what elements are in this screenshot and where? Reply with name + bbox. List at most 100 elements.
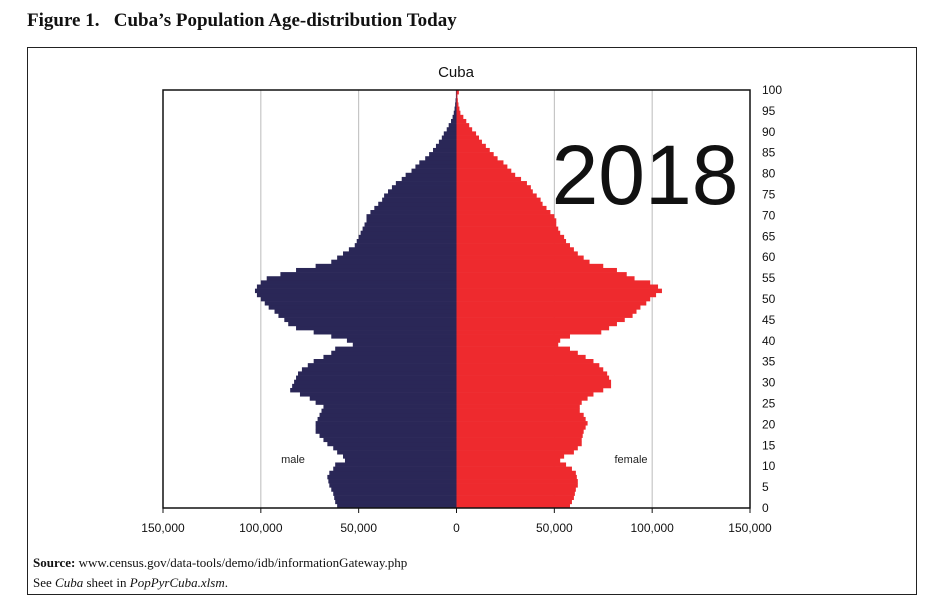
y-tick-label: 10 xyxy=(762,459,776,473)
male-bar-age-24 xyxy=(323,404,457,409)
male-bar-age-36 xyxy=(323,354,457,360)
female-bar-age-33 xyxy=(456,367,604,372)
female-bar-age-35 xyxy=(456,359,594,364)
male-bar-age-39 xyxy=(352,342,457,347)
male-bar-age-33 xyxy=(301,367,457,372)
male-bar-age-11 xyxy=(344,458,457,463)
male-bar-age-19 xyxy=(315,425,457,430)
female-bar-age-93 xyxy=(456,118,467,124)
male-bar-age-84 xyxy=(425,156,457,161)
male-bar-age-34 xyxy=(307,363,457,368)
note-text: See xyxy=(33,575,56,590)
male-bar-age-2 xyxy=(334,495,457,501)
female-bar-age-9 xyxy=(456,466,572,472)
male-bar-age-12 xyxy=(343,454,457,459)
female-bar-age-69 xyxy=(456,218,557,223)
female-bar-age-43 xyxy=(456,325,610,331)
male-bar-age-40 xyxy=(346,338,457,343)
male-bar-age-80 xyxy=(405,172,457,178)
female-bar-age-49 xyxy=(456,301,647,306)
male-bar-age-13 xyxy=(337,450,457,455)
female-bar-age-72 xyxy=(456,205,547,211)
plot-area-border xyxy=(162,89,751,509)
y-tick-label: 90 xyxy=(762,125,776,139)
female-bar-age-81 xyxy=(456,168,512,174)
male-bar-age-6 xyxy=(328,479,457,484)
female-bar-age-46 xyxy=(456,313,633,318)
male-bar-age-17 xyxy=(319,433,457,438)
male-bar-age-74 xyxy=(382,197,457,203)
male-bar-age-18 xyxy=(315,429,457,434)
female-bar-age-17 xyxy=(456,433,583,438)
x-tick-label: 100,000 xyxy=(630,521,674,535)
y-tick-label: 95 xyxy=(762,104,776,118)
male-bar-age-68 xyxy=(364,222,457,227)
male-bar-age-7 xyxy=(327,474,457,480)
female-bar-age-68 xyxy=(456,222,557,227)
male-bar-age-48 xyxy=(268,305,457,310)
female-bar-age-36 xyxy=(456,354,586,360)
female-bar-age-70 xyxy=(456,214,555,219)
female-bar-age-2 xyxy=(456,495,574,501)
male-bar-age-89 xyxy=(441,135,457,140)
male-bar-age-96 xyxy=(454,106,457,111)
male-bar-age-90 xyxy=(443,131,457,136)
female-bar-age-20 xyxy=(456,421,588,426)
female-bar-age-55 xyxy=(456,276,635,281)
female-bar-age-47 xyxy=(456,309,637,314)
male-bar-age-49 xyxy=(264,301,457,306)
series-label-male: male xyxy=(281,454,305,466)
female-bar-age-5 xyxy=(456,483,578,488)
female-bar-age-88 xyxy=(456,139,482,145)
female-bar-age-48 xyxy=(456,305,641,310)
male-bar-age-0 xyxy=(337,503,457,509)
female-bar-age-25 xyxy=(456,400,582,405)
source-label: Source: xyxy=(33,555,76,570)
female-bar-age-42 xyxy=(456,330,602,335)
female-bar-age-29 xyxy=(456,383,612,389)
male-bar-age-92 xyxy=(448,123,457,128)
y-tick-label: 85 xyxy=(762,146,776,160)
y-tick-label: 30 xyxy=(762,376,776,390)
male-bar-age-67 xyxy=(362,226,457,232)
source-url: www.census.gov/data-tools/demo/idb/infor… xyxy=(75,555,408,570)
note-text: . xyxy=(224,575,228,590)
female-bar-age-30 xyxy=(456,379,612,385)
male-bar-age-15 xyxy=(327,441,457,447)
female-bar-age-76 xyxy=(456,189,533,194)
male-bar-age-42 xyxy=(313,330,457,335)
male-bar-age-95 xyxy=(453,110,457,116)
male-bar-age-78 xyxy=(395,181,457,186)
female-bar-age-63 xyxy=(456,243,570,248)
note-file: PopPyrCuba.xlsm xyxy=(129,575,225,590)
male-bar-age-44 xyxy=(288,321,457,327)
male-bar-age-38 xyxy=(335,346,457,352)
x-tick-label: 100,000 xyxy=(239,521,283,535)
female-bar-age-45 xyxy=(456,317,625,323)
male-bar-age-63 xyxy=(354,243,457,248)
female-bar-age-62 xyxy=(456,247,574,252)
female-bar-age-96 xyxy=(456,106,460,111)
female-bar-age-74 xyxy=(456,197,541,203)
female-bar-age-3 xyxy=(456,491,575,496)
male-bar-age-97 xyxy=(455,102,457,107)
female-bar-age-54 xyxy=(456,280,651,285)
female-bar-age-73 xyxy=(456,201,543,207)
female-bar-age-82 xyxy=(456,164,508,169)
x-tick-label: 150,000 xyxy=(141,521,185,535)
female-bar-age-84 xyxy=(456,156,498,161)
female-bar-age-22 xyxy=(456,412,584,418)
male-bar-age-43 xyxy=(296,325,457,331)
male-bar-age-46 xyxy=(278,313,457,318)
female-bar-age-37 xyxy=(456,350,578,356)
male-bar-age-65 xyxy=(358,234,457,240)
female-bar-age-80 xyxy=(456,172,516,178)
year-annotation: 2018 xyxy=(552,128,739,222)
male-bar-age-45 xyxy=(284,317,457,323)
female-bar-age-86 xyxy=(456,147,490,153)
note-text: sheet in xyxy=(83,575,130,590)
female-bar-age-50 xyxy=(456,296,651,302)
male-bar-age-64 xyxy=(356,238,457,244)
male-bar-age-99 xyxy=(455,94,457,99)
